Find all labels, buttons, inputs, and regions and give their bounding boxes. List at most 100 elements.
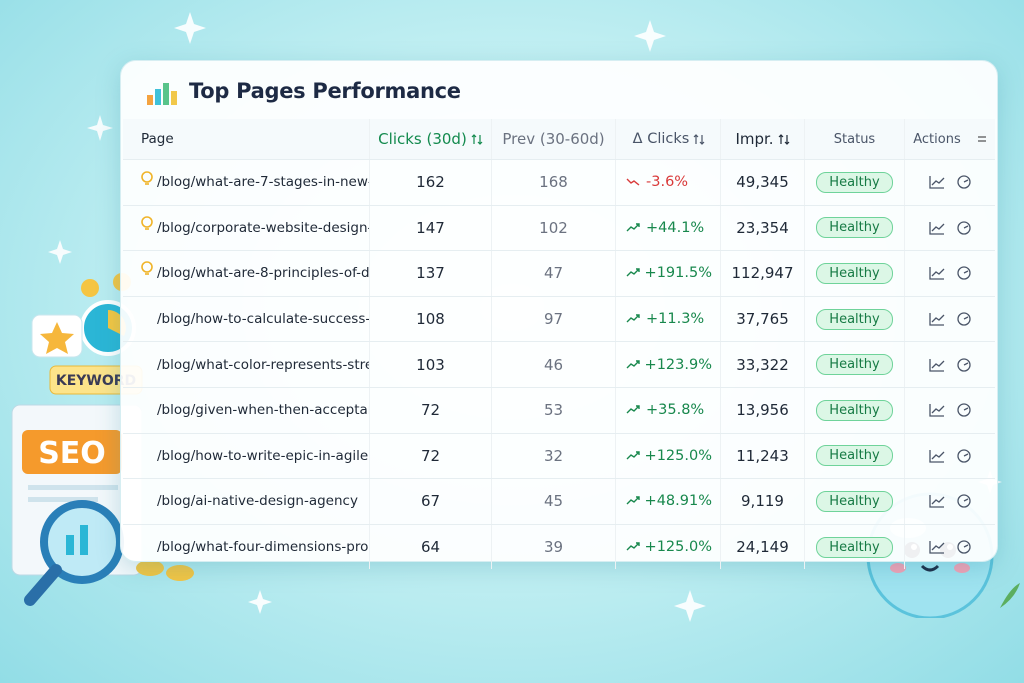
gauge-action[interactable] xyxy=(957,312,971,326)
page-value: /blog/what-color-represents-strength xyxy=(157,356,369,373)
clicks-value: 103 xyxy=(416,355,445,374)
gauge-action[interactable] xyxy=(957,221,971,235)
status-pill: Healthy xyxy=(816,490,893,512)
status-cell: Healthy xyxy=(804,342,904,387)
table-row: /blog/ai-native-design-agency 67 45 +48.91%… xyxy=(123,478,995,524)
chart-action[interactable] xyxy=(929,266,945,281)
impressions-cell: 9,119 xyxy=(720,479,804,524)
prev-clicks-value: 45 xyxy=(543,492,564,511)
delta-clicks-cell: +35.8% xyxy=(615,387,720,433)
prev-clicks-cell: 46 xyxy=(491,342,615,387)
page-cell: /blog/what-four-dimensions-product-mix xyxy=(123,525,369,570)
status-pill: Healthy xyxy=(816,308,893,330)
clicks-value: 137 xyxy=(416,264,445,283)
trend-icon xyxy=(626,451,640,460)
actions-cell xyxy=(904,342,995,387)
column-header: Δ Clicks xyxy=(615,119,720,159)
actions-cell xyxy=(904,433,995,479)
status-pill: Healthy xyxy=(816,217,893,239)
prev-clicks-value: 46 xyxy=(543,355,564,374)
actions-cell xyxy=(904,160,995,205)
trend-icon xyxy=(626,314,640,323)
prev-clicks-value: 168 xyxy=(539,173,568,192)
column-label: Δ Clicks xyxy=(632,131,690,147)
chart-action[interactable] xyxy=(929,540,945,554)
table: Page Clicks (30d) Prev (30-60d) Δ Clicks Imp… xyxy=(123,119,995,570)
chart-action[interactable] xyxy=(929,221,945,235)
column-header: Prev (30-60d) xyxy=(491,119,615,159)
prev-clicks-cell: 45 xyxy=(491,479,615,524)
status-pill: Healthy xyxy=(816,262,893,284)
trend-icon xyxy=(626,542,640,551)
page-cell: /blog/corporate-website-design-company xyxy=(123,206,369,251)
chart-action[interactable] xyxy=(929,494,945,509)
prev-clicks-cell: 102 xyxy=(491,205,615,251)
sort-icon[interactable] xyxy=(693,133,705,146)
delta-clicks-cell: +48.91% xyxy=(615,479,720,524)
status-pill: Healthy xyxy=(816,171,893,193)
column-header: Impr. xyxy=(720,119,804,159)
column-label: Actions xyxy=(913,131,961,147)
seo-label: SEO xyxy=(38,436,106,471)
table-row: /blog/how-to-calculate-success-rate 108 97… xyxy=(123,295,995,342)
column-label: Clicks (30d) xyxy=(378,130,467,148)
menu-icon[interactable] xyxy=(977,133,987,145)
chart-action[interactable] xyxy=(929,358,945,372)
prev-clicks-cell: 32 xyxy=(491,433,615,479)
table-row: /blog/corporate-website-design-company 14… xyxy=(123,204,995,251)
gauge-action[interactable] xyxy=(957,358,971,372)
chart-action[interactable] xyxy=(929,175,945,189)
gauge-action[interactable] xyxy=(957,494,971,509)
prev-clicks-cell: 39 xyxy=(491,524,615,570)
column-header: Actions xyxy=(904,119,995,159)
actions-cell xyxy=(904,251,995,296)
delta-value: +44.1% xyxy=(646,219,705,236)
delta-clicks-cell: +125.0% xyxy=(615,433,720,479)
prev-clicks-value: 53 xyxy=(543,401,564,420)
sort-icon[interactable] xyxy=(778,133,790,146)
clicks-cell: 64 xyxy=(369,524,491,570)
impressions-cell: 49,345 xyxy=(720,160,804,205)
sort-icon[interactable] xyxy=(471,133,483,146)
clicks-cell: 67 xyxy=(369,479,491,524)
prev-clicks-cell: 53 xyxy=(491,387,615,433)
clicks-value: 64 xyxy=(420,538,441,557)
card-title: Top Pages Performance xyxy=(189,79,461,103)
gauge-action[interactable] xyxy=(957,175,971,189)
header-row: Page Clicks (30d) Prev (30-60d) Δ Clicks Imp… xyxy=(123,119,995,159)
actions-cell xyxy=(904,524,995,570)
prev-clicks-cell: 97 xyxy=(491,296,615,342)
table-row: /blog/how-to-write-epic-in-agile 72 32 +125… xyxy=(123,432,995,479)
page-cell: /blog/given-when-then-acceptance-crite..… xyxy=(123,388,369,433)
page-cell: /blog/ai-native-design-agency xyxy=(123,479,369,524)
delta-clicks-cell: -3.6% xyxy=(615,160,720,205)
clicks-value: 67 xyxy=(420,492,441,511)
chart-action[interactable] xyxy=(929,403,945,417)
impressions-cell: 11,243 xyxy=(720,433,804,479)
clicks-value: 72 xyxy=(420,446,441,465)
impressions-value: 13,956 xyxy=(736,401,789,420)
delta-value: +11.3% xyxy=(646,311,705,328)
clicks-value: 72 xyxy=(420,401,441,420)
status-pill: Healthy xyxy=(816,399,893,421)
impressions-value: 49,345 xyxy=(736,173,789,192)
gauge-action[interactable] xyxy=(957,449,971,463)
chart-action[interactable] xyxy=(929,312,945,326)
page-cell: /blog/how-to-write-epic-in-agile xyxy=(123,434,369,479)
chart-action[interactable] xyxy=(929,449,945,463)
gauge-action[interactable] xyxy=(957,403,971,417)
clicks-cell: 72 xyxy=(369,433,491,479)
column-label: Status xyxy=(833,131,876,147)
gauge-action[interactable] xyxy=(957,540,971,554)
delta-value: +48.91% xyxy=(644,493,712,510)
clicks-cell: 108 xyxy=(369,296,491,342)
impressions-value: 37,765 xyxy=(736,310,789,329)
status-cell: Healthy xyxy=(804,160,904,205)
delta-value: -3.6% xyxy=(646,174,689,191)
impressions-value: 9,119 xyxy=(741,492,784,511)
status-cell: Healthy xyxy=(804,524,904,570)
gauge-action[interactable] xyxy=(957,266,971,281)
prev-clicks-value: 47 xyxy=(543,264,564,283)
impressions-cell: 23,354 xyxy=(720,205,804,251)
